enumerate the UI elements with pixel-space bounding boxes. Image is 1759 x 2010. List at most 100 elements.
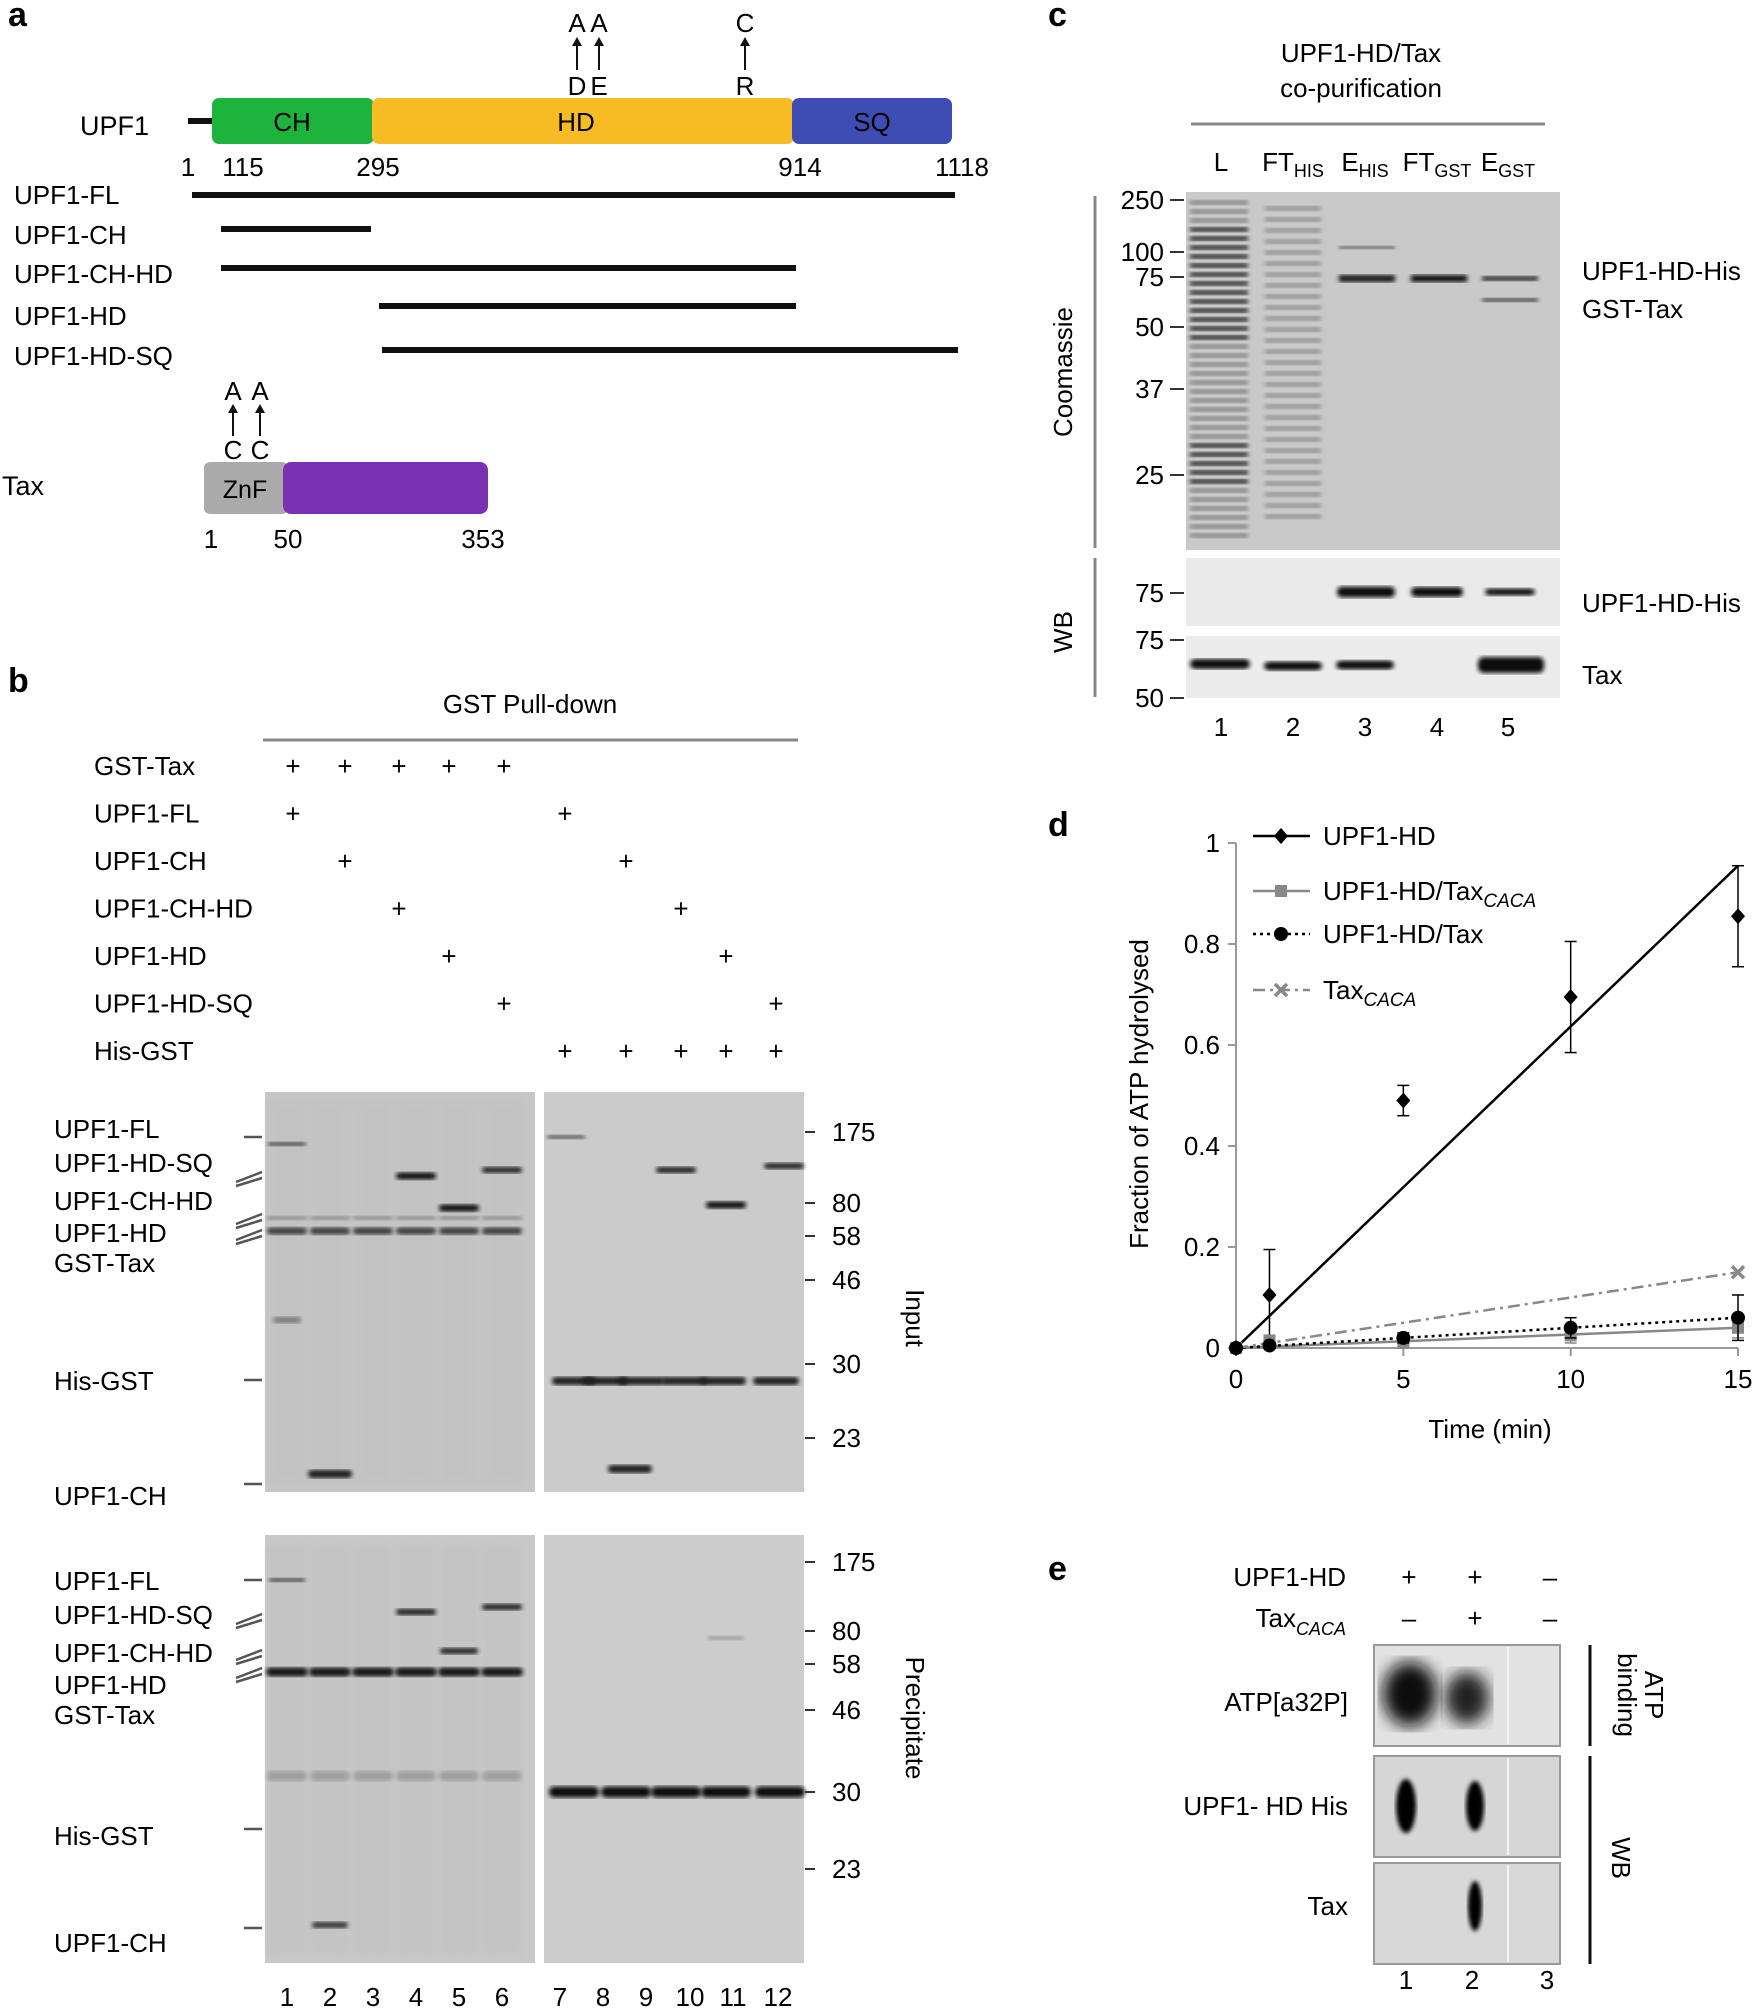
coomassie-band-upf1hd <box>1482 276 1538 281</box>
tax-mut-arrowhead-1 <box>228 404 238 413</box>
pulldown-plus: + <box>441 941 456 971</box>
coomassie-lane1-band <box>1190 272 1248 277</box>
legend-entry-sub: CACA <box>1483 891 1536 912</box>
band-gst-tax-precip <box>395 1667 437 1677</box>
band-gst-tax-input <box>353 1227 393 1235</box>
copur-lane-header-main: E <box>1341 147 1358 177</box>
coomassie-lane1-band <box>1190 209 1248 214</box>
gel-lane-smear <box>483 1545 521 1955</box>
tax-label: Tax <box>2 471 45 501</box>
legend-entry: UPF1-HD/TaxCACA <box>1323 876 1536 912</box>
panel-a: UPF1 CH HD SQ 1 115 295 914 1118 A A D E… <box>2 8 989 554</box>
mw-label: 30 <box>832 1349 861 1379</box>
band-upf1-ch-input <box>308 1470 352 1478</box>
wb-band-upf1hdhis <box>1485 588 1535 596</box>
chart-y-tick-label: 0 <box>1206 1333 1220 1363</box>
copur-mw-label: 75 <box>1135 262 1164 292</box>
chart-y-tick-label: 0.4 <box>1184 1131 1220 1161</box>
gel-band-label: UPF1-HD <box>54 1218 167 1248</box>
tax-wb-blot <box>1373 1862 1561 1965</box>
copur-mw-label: 100 <box>1121 237 1164 267</box>
chart-point <box>1262 1286 1277 1303</box>
tax-domain-main <box>283 462 488 514</box>
gel-lane-smear <box>311 1100 349 1485</box>
legend-entry: UPF1-HD <box>1323 821 1436 851</box>
pulldown-plus: + <box>391 894 406 924</box>
gel-lane-smear <box>397 1545 435 1955</box>
band-upf1-ch-precip <box>312 1922 348 1928</box>
pulldown-plus: + <box>557 799 572 829</box>
construct-fl-label: UPF1-FL <box>14 180 119 210</box>
pulldown-plus: + <box>618 846 633 876</box>
copur-lane-header-main: L <box>1214 147 1228 177</box>
e-row2-sub: CACA <box>1296 1619 1346 1639</box>
pulldown-plus: + <box>557 1036 572 1066</box>
tax-pos-50: 50 <box>274 524 303 554</box>
coomassie-lane1-band <box>1190 353 1248 358</box>
mut-arrowhead-2 <box>594 37 604 46</box>
tax-mut-c1: C <box>224 435 243 465</box>
coomassie-lane1-band <box>1190 317 1248 322</box>
wb-band-upf1hdhis <box>1337 586 1395 598</box>
band-upf1-hdsq-input <box>656 1167 696 1173</box>
coomassie-lane1-band <box>1190 245 1248 250</box>
gel-lane-smear <box>354 1100 392 1485</box>
gel-lane-smear <box>440 1100 478 1485</box>
pulldown-plus: + <box>673 894 688 924</box>
coomassie-lane1-band <box>1190 452 1248 457</box>
band-faint-precip <box>396 1771 436 1781</box>
band-faint-input <box>439 1216 479 1220</box>
legend-marker <box>1274 927 1288 941</box>
lane-number-b: 1 <box>280 1982 294 2010</box>
mw-label: 46 <box>832 1265 861 1295</box>
pulldown-plus: + <box>391 751 406 781</box>
pulldown-plus: + <box>441 751 456 781</box>
e-sign: + <box>1467 1603 1482 1633</box>
coomassie-lane2-band <box>1265 217 1321 222</box>
gel-band-tick <box>235 1612 263 1626</box>
coomassie-lane1-band <box>1190 443 1248 448</box>
gel-band-label: UPF1-HD-SQ <box>54 1600 213 1630</box>
band-faint-input <box>267 1216 307 1220</box>
pulldown-row-label: UPF1-HD <box>94 941 207 971</box>
gel-band-label: UPF1-CH-HD <box>54 1186 213 1216</box>
coomassie-lane1-band <box>1190 434 1248 439</box>
gel-lane-smear <box>268 1100 306 1485</box>
wb-band-tax <box>1190 659 1250 669</box>
coomassie-lane2-band <box>1265 492 1321 497</box>
coomassie-lane1-band <box>1190 290 1248 295</box>
band-upf1-hdsq-input <box>396 1172 436 1180</box>
mut-a1: A <box>568 8 586 38</box>
chart-x-tick-label: 0 <box>1229 1364 1243 1394</box>
pulldown-plus: + <box>285 751 300 781</box>
gel-band-tick <box>235 1176 263 1188</box>
legend-entry-main: UPF1-HD/Tax <box>1323 919 1483 949</box>
lane-number-b: 12 <box>764 1982 793 2010</box>
band-gst-tax-precip <box>352 1667 394 1677</box>
coomassie-lane1-band <box>1190 308 1248 313</box>
panel-label-b: b <box>8 662 29 700</box>
e-sign: + <box>1467 1562 1482 1592</box>
construct-chhd-bar <box>221 265 796 271</box>
panel-label-a: a <box>8 0 28 34</box>
lane-number-c: 3 <box>1358 712 1372 742</box>
gel-band-tick <box>235 1672 263 1684</box>
chart-y-tick-label: 0.8 <box>1184 929 1220 959</box>
band-gst-tax-precip <box>481 1667 523 1677</box>
copur-lane-header-sub: GST <box>1498 161 1535 181</box>
coomassie-gel <box>1186 192 1560 550</box>
coomassie-lane2-band <box>1265 503 1321 508</box>
gel-lane-smear <box>268 1545 306 1955</box>
coomassie-lane2-band <box>1265 459 1321 464</box>
gel-lane-smear <box>354 1545 392 1955</box>
chart-point <box>1396 1092 1411 1109</box>
legend-entry-main: UPF1-HD/Tax <box>1323 876 1483 906</box>
gel-band-label: UPF1-HD <box>54 1670 167 1700</box>
mw-label: 30 <box>832 1777 861 1807</box>
mw-label: 80 <box>832 1616 861 1646</box>
pulldown-plus: + <box>618 1036 633 1066</box>
gel-band-label: UPF1-FL <box>54 1114 159 1144</box>
chart-point <box>1730 1265 1746 1280</box>
